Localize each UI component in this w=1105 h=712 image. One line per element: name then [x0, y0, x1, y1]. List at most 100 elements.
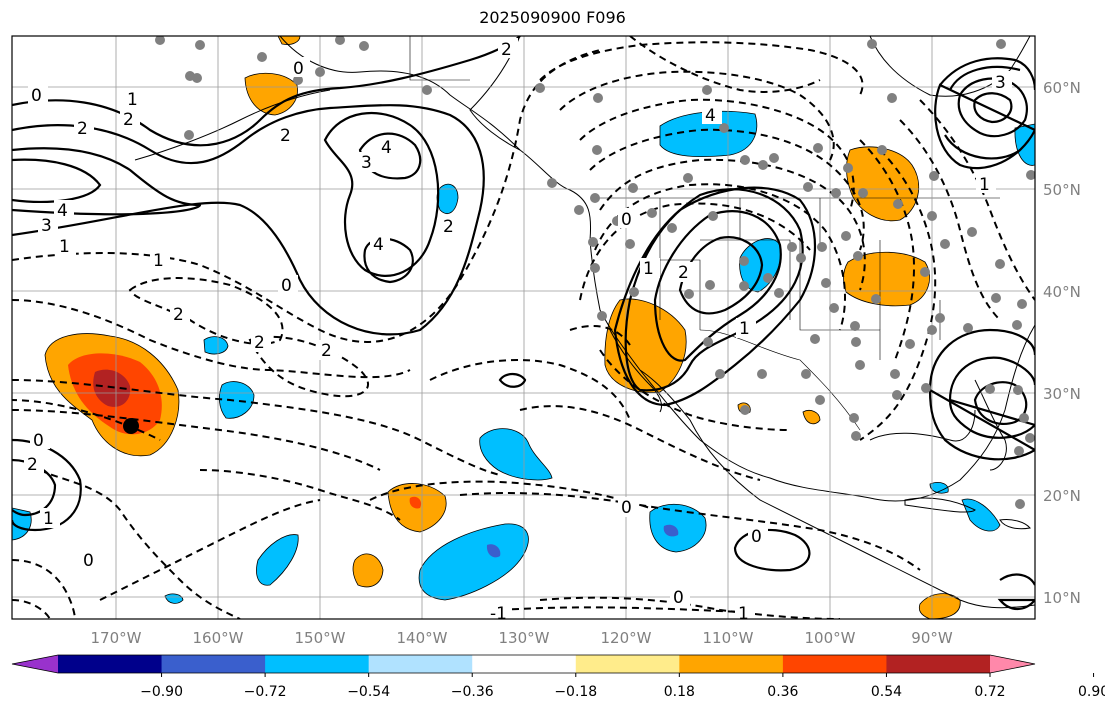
contour-label: 1	[153, 251, 164, 271]
colorbar-tick-label: 0.18	[664, 684, 695, 700]
negative-anomaly-pac1	[218, 381, 255, 419]
contour-label: 1	[127, 90, 138, 110]
colorbar-segment	[886, 655, 991, 673]
lat-label: 50°N	[1043, 181, 1081, 199]
lon-label: 90°W	[911, 629, 953, 647]
colorbar-segment	[265, 655, 370, 673]
positive-anomaly-peak	[93, 369, 131, 407]
negative-anomaly-pac2	[203, 336, 229, 355]
positive-anomaly-core-sub	[409, 496, 422, 509]
colorbar-segment	[161, 655, 266, 673]
contour-label: 2	[123, 110, 134, 130]
contour-label: 1	[739, 319, 750, 339]
colorbar-tick-label: −0.18	[554, 684, 597, 700]
hispaniola	[999, 519, 1031, 530]
negative-anomaly-canada	[659, 110, 758, 158]
colorbar	[11, 654, 1036, 674]
colorbar-segment	[472, 655, 577, 673]
lon-label: 150°W	[295, 629, 346, 647]
hudson-bay	[869, 36, 1031, 97]
colorbar-tick-label: −0.36	[451, 684, 494, 700]
colorbar-outline	[11, 654, 1036, 674]
negative-anomaly-pac6	[256, 534, 299, 586]
lon-label: 160°W	[193, 629, 244, 647]
contour-label: 2	[280, 126, 291, 146]
colorbar-tick-label: −0.90	[140, 684, 183, 700]
contour-label: 4	[373, 235, 384, 255]
lat-label: 10°N	[1043, 589, 1081, 607]
lon-label: 170°W	[91, 629, 142, 647]
station-dots	[155, 36, 1035, 509]
contour-label: -1	[490, 604, 507, 624]
contour-label: 4	[381, 138, 392, 158]
contour-label: 0	[31, 86, 42, 106]
contour-label: 0	[281, 276, 292, 296]
colorbar-segment	[782, 655, 887, 673]
colorbar-tick-label: 0.90	[1078, 684, 1105, 700]
max-anomaly-marker	[123, 418, 139, 434]
colorbar-tick-label: −0.72	[244, 684, 287, 700]
lon-label: 130°W	[499, 629, 550, 647]
colorbar-tick-label: 0.54	[871, 684, 902, 700]
contour-label: 2	[77, 119, 88, 139]
map-frame	[11, 35, 1036, 620]
negative-anomaly-gulf	[436, 183, 459, 214]
aleutian-arc	[134, 89, 331, 161]
contour-label: 3	[995, 73, 1006, 93]
negative-anomaly-pac5	[649, 503, 707, 553]
negative-anomaly-pac3	[479, 428, 553, 481]
contour-label: 1	[738, 604, 749, 624]
contour-label: 2	[321, 341, 332, 361]
mexico-coast	[639, 369, 1035, 609]
positive-anomaly-sub4	[802, 410, 821, 425]
contour-label: 0	[83, 551, 94, 571]
colorbar-tick-label: 0.72	[974, 684, 1005, 700]
contour-label: 0	[673, 588, 684, 608]
positive-anomaly-alaska	[244, 72, 298, 116]
negative-anomaly-carib	[961, 498, 1001, 532]
contour-label: 2	[254, 333, 265, 353]
contour-label: 1	[979, 175, 990, 195]
lat-label: 20°N	[1043, 487, 1081, 505]
anomaly-shading	[12, 36, 1035, 619]
colorbar-segment	[368, 655, 473, 673]
contour-label: 3	[361, 153, 372, 173]
map-title: 2025090900 F096	[479, 8, 626, 27]
florida-coast	[974, 379, 1007, 471]
positive-anomaly-sub2	[352, 553, 384, 588]
positive-anomaly-sub3	[918, 593, 961, 619]
contour-label: 0	[293, 59, 304, 79]
contour-label: 2	[443, 217, 454, 237]
lat-label: 30°N	[1043, 385, 1081, 403]
contour-label: 3	[41, 216, 52, 236]
contour-label: 1	[59, 237, 70, 257]
colorbar-tick-label: 0.36	[767, 684, 798, 700]
contour-label: 0	[33, 431, 44, 451]
cuba	[904, 497, 976, 513]
lon-label: 100°W	[805, 629, 856, 647]
lon-label: 110°W	[703, 629, 754, 647]
negative-anomaly-pac4	[418, 523, 529, 601]
colorbar-ticks: −0.90 −0.72 −0.54 −0.36 −0.18 0.18 0.36 0.54 0.7…	[140, 673, 1105, 700]
contour-label: 4	[705, 106, 716, 126]
negative-anomaly-core1	[486, 544, 501, 558]
negative-contours	[12, 36, 1035, 619]
contour-labels: 0 1 2 2 4 3 2 1 1 2 2 0 2 0 1 0 2 3 4 4 …	[24, 38, 1012, 624]
contour-label: 0	[751, 527, 762, 547]
lon-label: 120°W	[601, 629, 652, 647]
map-area	[12, 36, 1035, 619]
contour-label: 2	[173, 305, 184, 325]
contour-label: 2	[501, 40, 512, 60]
lon-label: 140°W	[397, 629, 448, 647]
colorbar-extend-low	[12, 655, 58, 673]
negative-anomaly-pac7	[164, 593, 184, 604]
lat-label: 60°N	[1043, 79, 1081, 97]
contour-label: 1	[43, 509, 54, 529]
gulf-coast	[869, 409, 976, 442]
colorbar-segment	[58, 655, 163, 673]
colorbar-segment	[575, 655, 680, 673]
positive-anomaly-baja	[604, 298, 687, 393]
longitude-labels: 170°W 160°W 150°W 140°W 130°W 120°W 110°…	[91, 629, 953, 647]
contour-label: 0	[621, 498, 632, 518]
